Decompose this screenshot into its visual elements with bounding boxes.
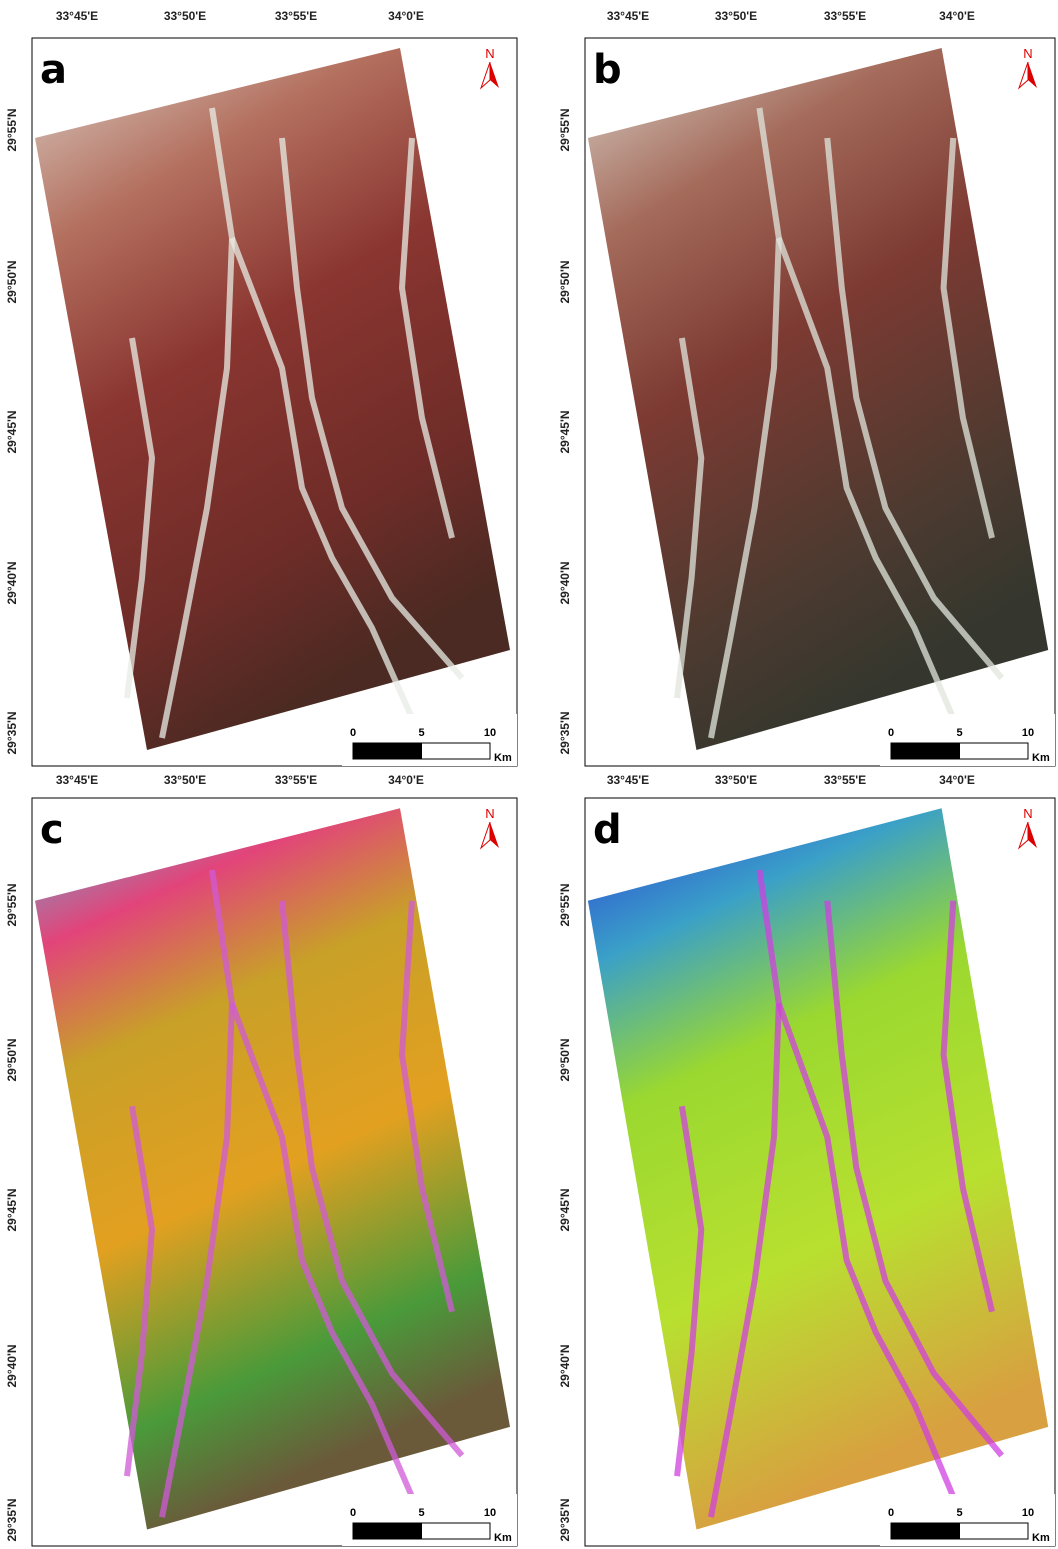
panel-label: b [593,47,622,93]
longitude-label: 33°45'E [607,9,649,23]
scale-label: 0 [350,1507,356,1519]
scale-bar-black [891,1523,960,1539]
latitude-label: 29°35'N [558,711,572,754]
scale-label: 10 [1022,727,1034,739]
latitude-label: 29°40'N [558,1344,572,1387]
latitude-label: 29°35'N [558,1498,572,1541]
scale-label: 0 [888,1507,894,1519]
scale-label: 5 [418,1507,424,1519]
latitude-label: 29°55'N [5,108,19,151]
scale-label: 5 [418,727,424,739]
scale-label: 0 [350,727,356,739]
longitude-label: 33°55'E [275,773,317,787]
map-panel: a 33°45'E 33°50'E 33°55'E 34°0'E 29°55'N 29°50… [5,9,517,766]
north-label: N [1023,46,1032,61]
longitude-label: 34°0'E [939,773,975,787]
longitude-label: 33°50'E [715,9,757,23]
north-label: N [485,806,494,821]
scale-label: 10 [484,1507,496,1519]
north-label: N [1023,806,1032,821]
panel-label: a [40,47,67,93]
longitude-label: 34°0'E [388,773,424,787]
latitude-label: 29°45'N [558,1188,572,1231]
scale-bar-black [353,1523,422,1539]
longitude-label: 33°45'E [607,773,649,787]
latitude-label: 29°35'N [5,711,19,754]
scale-bar-black [353,743,422,759]
scale-bar-white [960,743,1029,759]
latitude-label: 29°40'N [5,1344,19,1387]
latitude-label: 29°45'N [5,1188,19,1231]
latitude-label: 29°50'N [558,1038,572,1081]
longitude-label: 33°55'E [824,9,866,23]
longitude-label: 34°0'E [939,9,975,23]
scale-label: 0 [888,727,894,739]
map-panel: b 33°45'E 33°50'E 33°55'E 34°0'E 29°55'N 29°50… [558,9,1055,766]
longitude-label: 33°55'E [275,9,317,23]
latitude-label: 29°40'N [5,561,19,604]
scale-label: 10 [484,727,496,739]
longitude-label: 34°0'E [388,9,424,23]
latitude-label: 29°55'N [558,108,572,151]
longitude-label: 33°45'E [56,9,98,23]
scale-label: 10 [1022,1507,1034,1519]
scale-bar-white [960,1523,1029,1539]
scale-unit: Km [1032,1532,1050,1544]
latitude-label: 29°50'N [558,260,572,303]
scale-label: 5 [956,727,962,739]
latitude-label: 29°50'N [5,1038,19,1081]
scale-unit: Km [1032,752,1050,764]
map-panel: c 33°45'E 33°50'E 33°55'E 34°0'E 29°55'N 29°50… [5,773,517,1546]
longitude-label: 33°50'E [715,773,757,787]
latitude-label: 29°55'N [5,883,19,926]
figure: a 33°45'E 33°50'E 33°55'E 34°0'E 29°55'N 29°50… [0,0,1058,1549]
scale-bar-white [422,1523,491,1539]
panel-label: c [40,807,64,853]
scale-unit: Km [494,752,512,764]
north-label: N [485,46,494,61]
panel-label: d [593,807,622,853]
map-panel: d 33°45'E 33°50'E 33°55'E 34°0'E 29°55'N 29°50… [558,773,1055,1546]
latitude-label: 29°40'N [558,561,572,604]
longitude-label: 33°50'E [164,773,206,787]
latitude-label: 29°35'N [5,1498,19,1541]
longitude-label: 33°45'E [56,773,98,787]
latitude-label: 29°55'N [558,883,572,926]
longitude-label: 33°55'E [824,773,866,787]
scale-label: 5 [956,1507,962,1519]
latitude-label: 29°45'N [558,410,572,453]
scale-bar-white [422,743,491,759]
longitude-label: 33°50'E [164,9,206,23]
latitude-label: 29°45'N [5,410,19,453]
scale-bar-black [891,743,960,759]
scale-unit: Km [494,1532,512,1544]
latitude-label: 29°50'N [5,260,19,303]
